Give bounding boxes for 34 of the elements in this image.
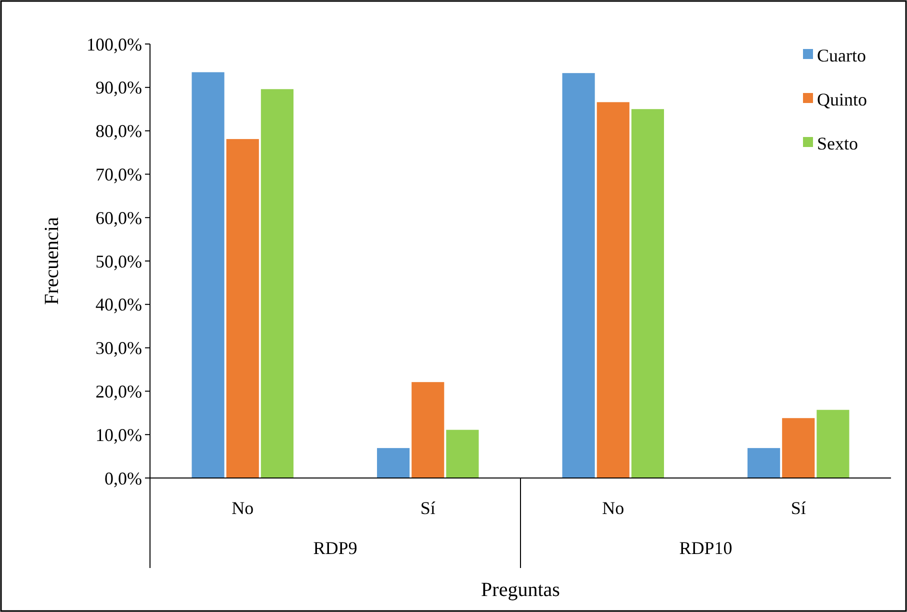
bar [596, 102, 630, 478]
bar [816, 410, 850, 478]
y-tick-label: 50,0% [96, 251, 142, 272]
bar [226, 139, 259, 478]
y-axis-title: Frecuencia [41, 217, 63, 305]
x-tick-label: No [232, 498, 254, 518]
y-tick-label: 100,0% [86, 34, 142, 54]
bar [192, 72, 224, 478]
legend-label: Sexto [817, 133, 858, 154]
bar [631, 109, 664, 478]
y-tick-label: 30,0% [96, 338, 142, 358]
legend-label: Cuarto [817, 45, 866, 66]
bar [377, 448, 410, 478]
y-tick-label: 40,0% [96, 294, 142, 315]
y-tick-label: 80,0% [96, 121, 142, 142]
x-tick-label: Sí [790, 498, 806, 518]
y-tick-label: 70,0% [96, 164, 142, 184]
y-tick-label: 10,0% [96, 424, 142, 445]
y-tick-label: 60,0% [96, 208, 142, 228]
text: RDP9 [313, 538, 358, 558]
text: RDP10 [679, 538, 732, 558]
bar [562, 73, 595, 478]
bar [412, 382, 444, 478]
x-tick-label: No [602, 498, 624, 518]
bar [782, 418, 815, 478]
bar [446, 430, 479, 478]
x-tick-label: Sí [420, 498, 436, 518]
y-tick-label: 0,0% [104, 468, 142, 488]
x-axis-title: Preguntas [481, 579, 560, 601]
legend-label: Quinto [817, 89, 868, 110]
bar [260, 89, 294, 478]
y-tick-label: 20,0% [96, 382, 142, 402]
y-tick-label: 90,0% [96, 78, 142, 98]
bar [748, 448, 780, 478]
